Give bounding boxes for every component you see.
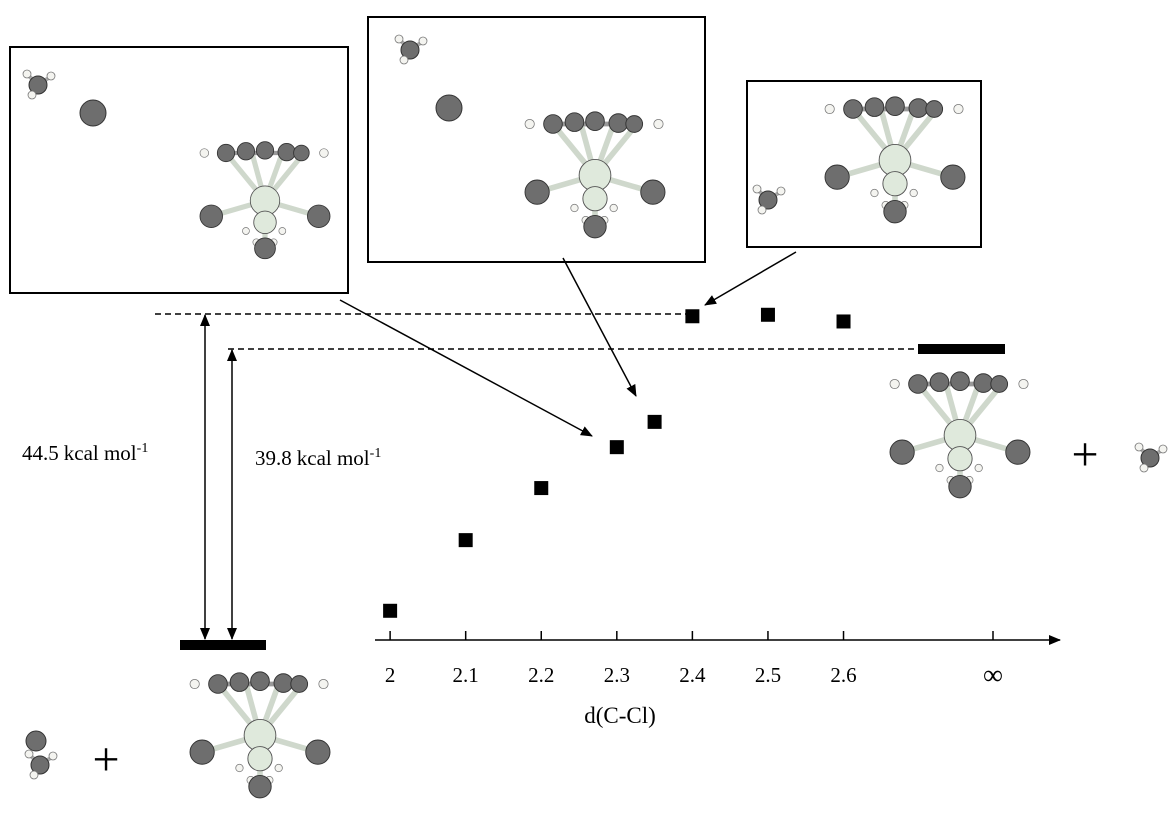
x-tick-label: 2.2 [528,663,554,687]
inset-arrows [339,251,797,437]
energy-label: 44.5 kcal mol-1 [22,441,148,465]
complex [200,142,330,259]
energy-value: 39.8 [255,446,292,470]
data-point [534,481,549,496]
x-tick-label: 2.5 [755,663,781,687]
data-point [685,309,700,324]
energy-unit-exponent: -1 [370,446,382,461]
plus-sign: + [1071,428,1098,481]
complex [825,97,965,223]
inset-frame [9,46,349,294]
data-point [647,414,662,429]
methyl-chloride [23,748,59,781]
x-tick-label: 2.3 [604,663,630,687]
energy-unit: kcal mol [64,441,137,465]
chlorine [79,99,107,127]
data-point [760,307,775,322]
product-complex [890,372,1030,498]
energy-unit-exponent: -1 [137,441,149,456]
x-tick-label: 2.1 [453,663,479,687]
x-tick-label: 2.4 [679,663,706,687]
methyl-radical [1133,441,1168,474]
complex [525,112,665,238]
data-point [609,440,624,455]
inset-arrow [339,299,593,437]
inset-frame [367,16,706,263]
inset-arrow [704,251,797,306]
data-point [383,603,398,618]
insets [9,16,982,294]
chlorine [435,94,463,122]
methyl [751,183,787,216]
reactant-complex [190,672,330,798]
x-tick-label: 2.6 [830,663,856,687]
methyl [393,33,429,66]
plus-sign: + [92,733,119,786]
methyl [21,68,57,101]
energy-value: 44.5 [22,441,59,465]
chlorine [25,730,47,752]
energy-unit: kcal mol [297,446,370,470]
data-point [458,533,473,548]
x-tick-label: 2 [385,663,396,687]
inset-arrow [562,257,637,397]
energy-label: 39.8 kcal mol-1 [255,446,381,470]
x-tick-label: ∞ [983,660,1003,691]
inset-frame [746,80,982,248]
data-point [836,314,851,329]
x-axis-label: d(C-Cl) [584,703,656,728]
